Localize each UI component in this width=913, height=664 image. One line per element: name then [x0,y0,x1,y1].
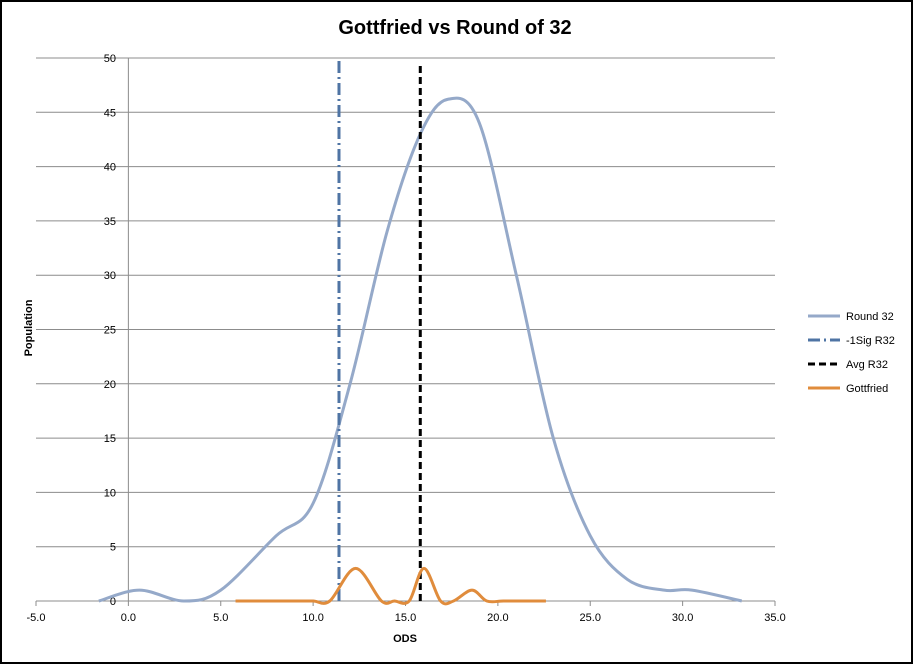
y-tick-label: 25 [104,325,116,337]
plot-area [98,58,743,606]
y-tick-labels: 0 5 10 15 20 25 30 35 40 45 50 [104,53,116,608]
x-tick-label: 5.0 [213,612,228,624]
gridlines [36,57,775,548]
y-tick-label: 45 [104,107,116,119]
x-tick-label: 25.0 [580,612,601,624]
x-tick-label: 10.0 [302,612,323,624]
legend-label: Round 32 [846,311,894,323]
legend-label: Gottfried [846,383,888,395]
x-tick-label: 20.0 [487,612,508,624]
x-tick-label: 15.0 [395,612,416,624]
y-tick-label: 10 [104,487,116,499]
series-line-0 [98,96,743,603]
legend-label: Avg R32 [846,359,888,371]
y-tick-label: 15 [104,433,116,445]
series-line-3 [235,566,546,606]
x-tick-label: 0.0 [121,612,136,624]
y-tick-label: 35 [104,216,116,228]
x-tick-label: 30.0 [672,612,693,624]
y-tick-label: 40 [104,162,116,174]
x-tick-labels: -5.0 0.0 5.0 10.0 15.0 20.0 25.0 30.0 35.0 [27,612,786,624]
y-tick-label: 50 [104,53,116,65]
x-axis-label: ODS [393,633,417,645]
axes [35,58,776,606]
legend: Round 32 -1Sig R32 Avg R32 Gottfried [808,311,895,395]
y-axis-label: Population [23,299,35,356]
x-tick-label: 35.0 [764,612,785,624]
legend-label: -1Sig R32 [846,335,895,347]
y-tick-label: 20 [104,379,116,391]
y-tick-label: 0 [110,596,116,608]
x-tick-label: -5.0 [27,612,46,624]
y-tick-label: 5 [110,542,116,554]
y-tick-label: 30 [104,270,116,282]
chart-title: Gottfried vs Round of 32 [338,17,571,39]
